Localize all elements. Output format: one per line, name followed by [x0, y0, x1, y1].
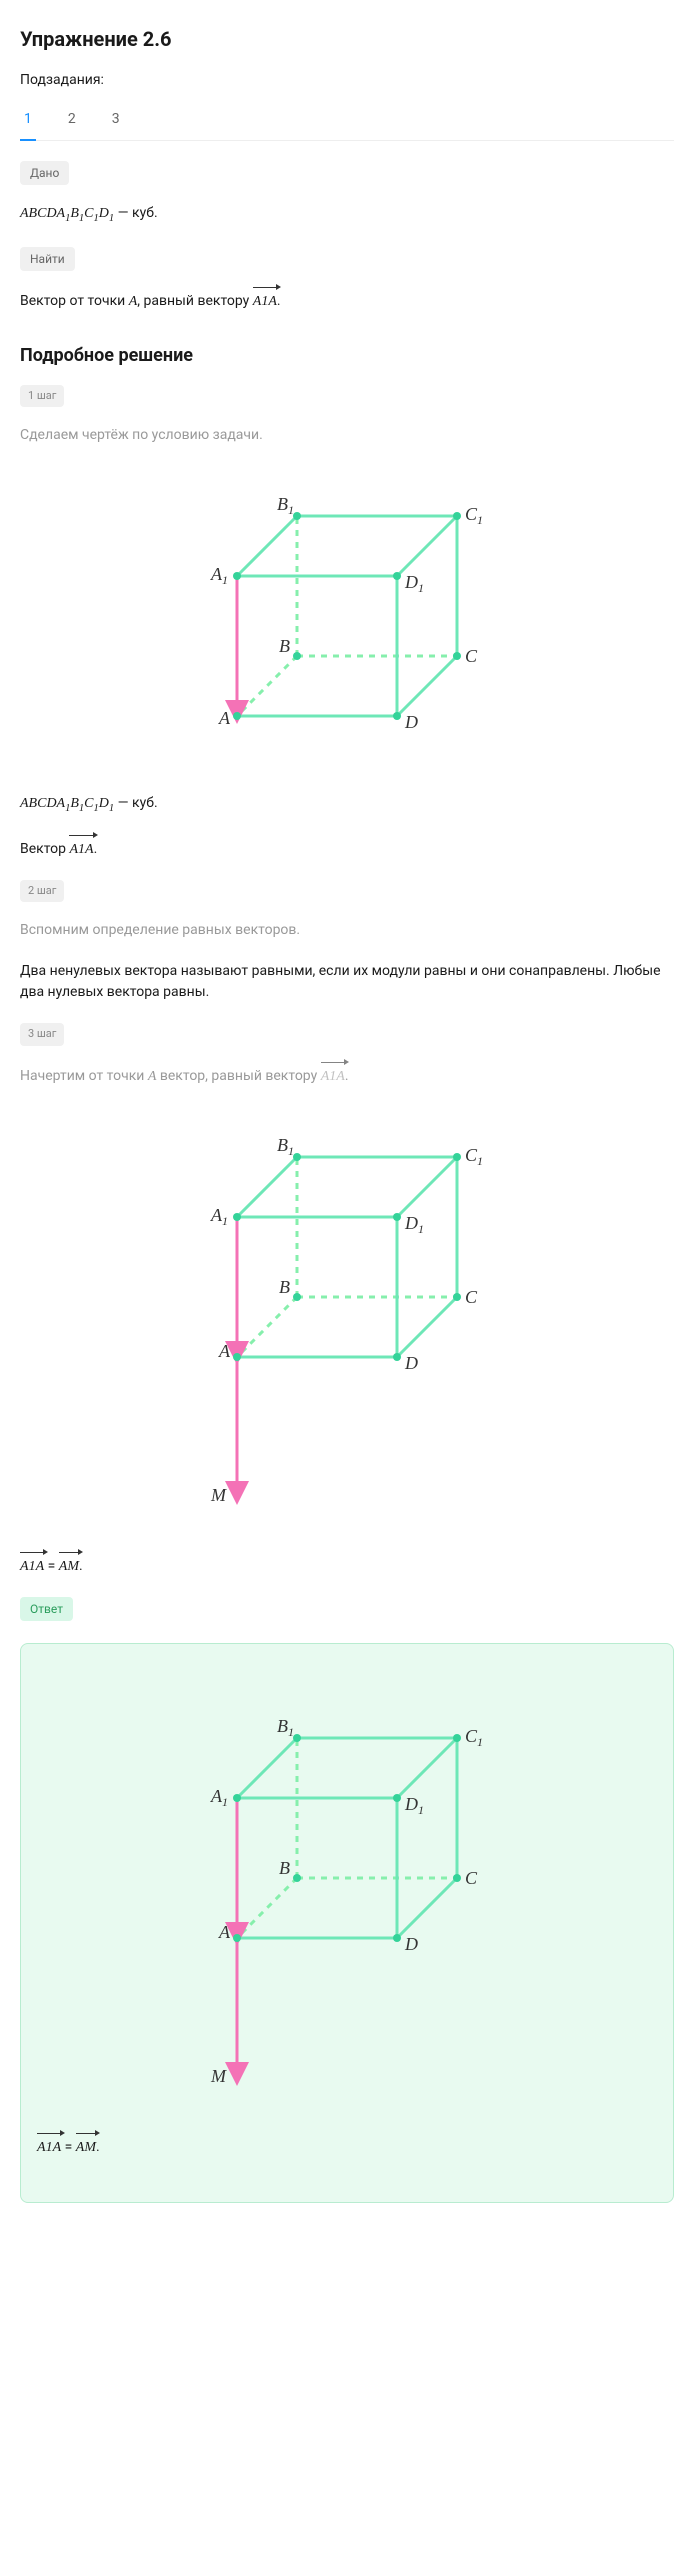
svg-text:B: B — [279, 1858, 290, 1878]
given-expr: ABCDA1B1C1D1 — куб. — [20, 203, 674, 227]
svg-text:C1: C1 — [465, 1726, 483, 1749]
subtasks-label: Подзадания: — [20, 70, 674, 91]
vec-part: M — [67, 1559, 79, 1574]
text: Вектор от точки — [20, 293, 129, 309]
vec-part: A — [268, 294, 277, 309]
vec-sub: 1 — [46, 2140, 53, 2155]
expr-sub: 1 — [109, 803, 114, 814]
svg-text:A: A — [218, 1341, 231, 1361]
solution-heading: Подробное решение — [20, 342, 674, 369]
expr-part: D — [99, 206, 109, 221]
cube-diagram-3: A D C B A1 D1 C1 B1 M — [197, 1698, 497, 2105]
svg-text:D1: D1 — [404, 1794, 424, 1817]
text: вектор, равный вектору — [156, 1068, 320, 1084]
svg-text:A1: A1 — [210, 1205, 228, 1228]
svg-text:B1: B1 — [277, 1716, 294, 1739]
expr-part: B — [70, 796, 79, 811]
step2-badge: 2 шаг — [20, 880, 64, 903]
expr-part: C — [84, 796, 93, 811]
find-text: Вектор от точки A, равный вектору A1A. — [20, 289, 674, 312]
text: . — [96, 2139, 100, 2155]
answer-box: A D C B A1 D1 C1 B1 M A1A = AM. — [20, 1643, 674, 2203]
vec-sub: 1 — [78, 842, 85, 857]
vec-sub: 1 — [29, 1559, 36, 1574]
expr-part: ABCDA — [20, 796, 65, 811]
svg-text:B1: B1 — [277, 1135, 294, 1158]
svg-text:A1: A1 — [210, 1786, 228, 1809]
expr-part: B — [70, 206, 79, 221]
svg-text:B: B — [279, 1277, 290, 1297]
tab-1[interactable]: 1 — [20, 103, 36, 140]
expr-part: D — [99, 796, 109, 811]
step1-text: Сделаем чертёж по условию задачи. — [20, 425, 674, 446]
step2-text: Два ненулевых вектора называют равными, … — [20, 961, 674, 1003]
text: . — [94, 841, 98, 857]
vec-part: A — [36, 1559, 45, 1574]
svg-text:A1: A1 — [210, 564, 228, 587]
step1-badge: 1 шаг — [20, 385, 64, 408]
given-badge: Дано — [20, 161, 69, 185]
equation-2: A1A = AM. — [37, 2135, 657, 2158]
equation-1: A1A = AM. — [20, 1554, 674, 1577]
expr-sub: 1 — [109, 213, 114, 224]
text: . — [277, 293, 281, 309]
below-cube1-line1: ABCDA1B1C1D1 — куб. — [20, 793, 674, 817]
svg-text:B: B — [279, 636, 290, 656]
point-a: A — [129, 294, 138, 309]
vec-part: A — [336, 1069, 345, 1084]
vec-part: A — [53, 2140, 62, 2155]
tabs: 1 2 3 — [20, 103, 674, 141]
find-badge: Найти — [20, 247, 75, 271]
text: . — [79, 1558, 83, 1574]
text: Начертим от точки — [20, 1068, 148, 1084]
text: . — [345, 1068, 349, 1084]
svg-text:C: C — [465, 1868, 478, 1888]
expr-part: C — [84, 206, 93, 221]
vec-part: A — [37, 2140, 46, 2155]
answer-badge: Ответ — [20, 1597, 73, 1621]
step2-text-gray: Вспомним определение равных векторов. — [20, 920, 674, 941]
svg-text:C: C — [465, 646, 478, 666]
svg-text:D1: D1 — [404, 572, 424, 595]
svg-text:C1: C1 — [465, 504, 483, 527]
vec-part: A — [20, 1559, 29, 1574]
expr-part: ABCDA — [20, 206, 65, 221]
tab-2[interactable]: 2 — [64, 103, 80, 140]
svg-text:D1: D1 — [404, 1213, 424, 1236]
expr-tail: — куб. — [118, 205, 158, 221]
cube-diagram-1: A D C B A1 D1 C1 B1 — [197, 476, 497, 763]
svg-text:C: C — [465, 1287, 478, 1307]
svg-text:D: D — [404, 1934, 418, 1954]
svg-text:D: D — [404, 712, 418, 732]
svg-text:M: M — [210, 1485, 227, 1505]
vec-part: A — [69, 842, 78, 857]
expr-tail: — куб. — [118, 795, 158, 811]
svg-text:A: A — [218, 1922, 231, 1942]
eq-sign: = — [44, 1558, 59, 1574]
page-title: Упражнение 2.6 — [20, 24, 674, 54]
svg-text:M: M — [210, 2066, 227, 2086]
step3-text: Начертим от точки A вектор, равный векто… — [20, 1064, 674, 1087]
svg-text:C1: C1 — [465, 1145, 483, 1168]
svg-text:D: D — [404, 1353, 418, 1373]
vec-part: A — [85, 842, 94, 857]
text: , равный вектору — [137, 293, 253, 309]
svg-text:A: A — [218, 708, 231, 728]
vec-part: A — [321, 1069, 330, 1084]
tab-3[interactable]: 3 — [108, 103, 124, 140]
vec-part: M — [84, 2140, 96, 2155]
text: Вектор — [20, 841, 69, 857]
below-cube1-line2: Вектор A1A. — [20, 837, 674, 860]
step3-badge: 3 шаг — [20, 1023, 64, 1046]
eq-sign: = — [61, 2139, 76, 2155]
cube-diagram-2: A D C B A1 D1 C1 B1 M — [197, 1117, 497, 1524]
svg-text:B1: B1 — [277, 494, 294, 517]
